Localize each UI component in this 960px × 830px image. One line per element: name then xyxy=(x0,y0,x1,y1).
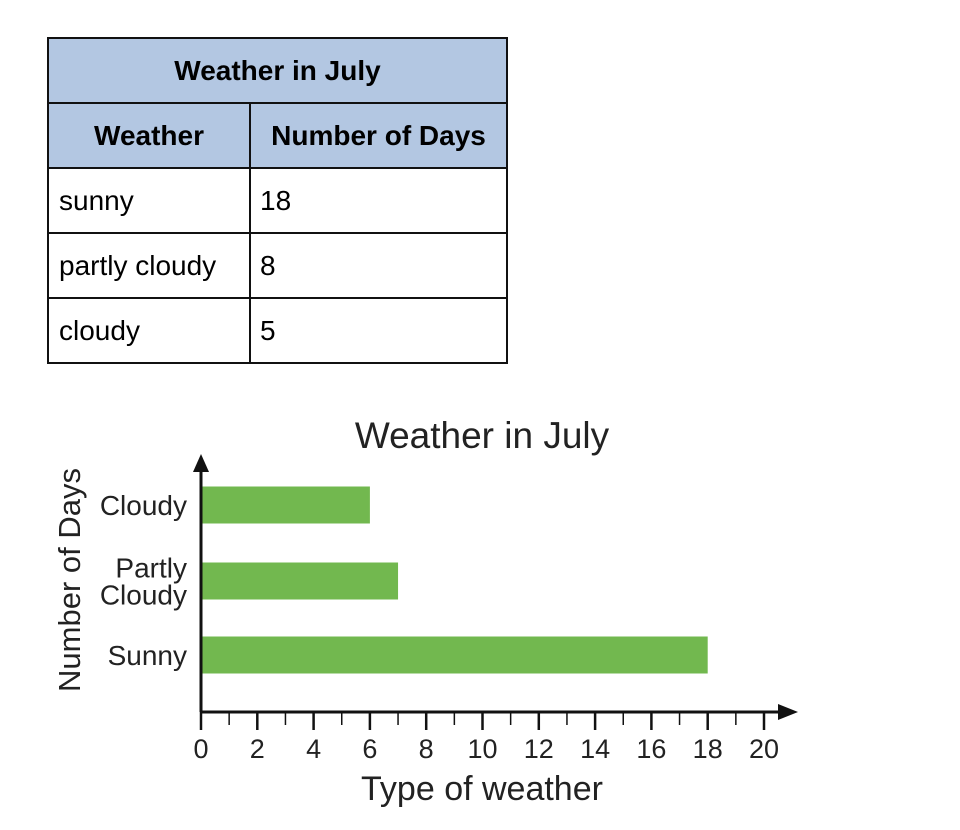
x-tick-label: 8 xyxy=(419,734,434,764)
bar-sunny xyxy=(201,636,708,674)
table-row: cloudy 5 xyxy=(47,297,508,364)
x-tick-label: 14 xyxy=(580,734,610,764)
table-title: Weather in July xyxy=(47,37,508,104)
cell-days: 8 xyxy=(249,232,508,299)
x-tick-label: 10 xyxy=(467,734,497,764)
cell-days: 18 xyxy=(249,167,508,234)
bars-group xyxy=(201,486,708,674)
header-weather: Weather xyxy=(47,102,251,169)
y-category-label: Partly xyxy=(115,553,187,584)
table-row: sunny 18 xyxy=(47,167,508,234)
cell-weather: cloudy xyxy=(47,297,251,364)
table-title-row: Weather in July xyxy=(47,37,508,104)
bar-cloudy xyxy=(201,486,370,524)
x-tick-label: 6 xyxy=(362,734,377,764)
x-tick-label: 20 xyxy=(749,734,779,764)
chart-title: Weather in July xyxy=(355,415,610,456)
bar-chart: Weather in July Number of Days Type of w… xyxy=(52,415,798,808)
x-axis-arrow xyxy=(778,704,798,720)
x-tick-label: 0 xyxy=(193,734,208,764)
table-row: partly cloudy 8 xyxy=(47,232,508,299)
cell-days: 5 xyxy=(249,297,508,364)
ticks-group: 0 2 4 6 8 10 12 14 16 18 20 xyxy=(193,712,779,764)
y-category-label: Cloudy xyxy=(100,580,187,611)
header-number-of-days: Number of Days xyxy=(249,102,508,169)
clipped-heading-fragment xyxy=(0,0,960,6)
y-axis-arrow xyxy=(193,454,209,472)
cell-weather: sunny xyxy=(47,167,251,234)
cell-weather: partly cloudy xyxy=(47,232,251,299)
x-tick-label: 12 xyxy=(524,734,554,764)
x-tick-label: 2 xyxy=(250,734,265,764)
axes-group xyxy=(193,454,798,720)
x-tick-label: 16 xyxy=(636,734,666,764)
y-category-label: Cloudy xyxy=(100,490,187,521)
y-category-label: Sunny xyxy=(108,640,187,671)
weather-table: Weather in July Weather Number of Days s… xyxy=(47,37,508,364)
table-header-row: Weather Number of Days xyxy=(47,102,508,169)
bar-partly-cloudy xyxy=(201,562,399,600)
y-axis-label: Number of Days xyxy=(52,468,87,692)
x-tick-label: 18 xyxy=(693,734,723,764)
x-axis-label: Type of weather xyxy=(361,770,603,808)
x-tick-label: 4 xyxy=(306,734,321,764)
